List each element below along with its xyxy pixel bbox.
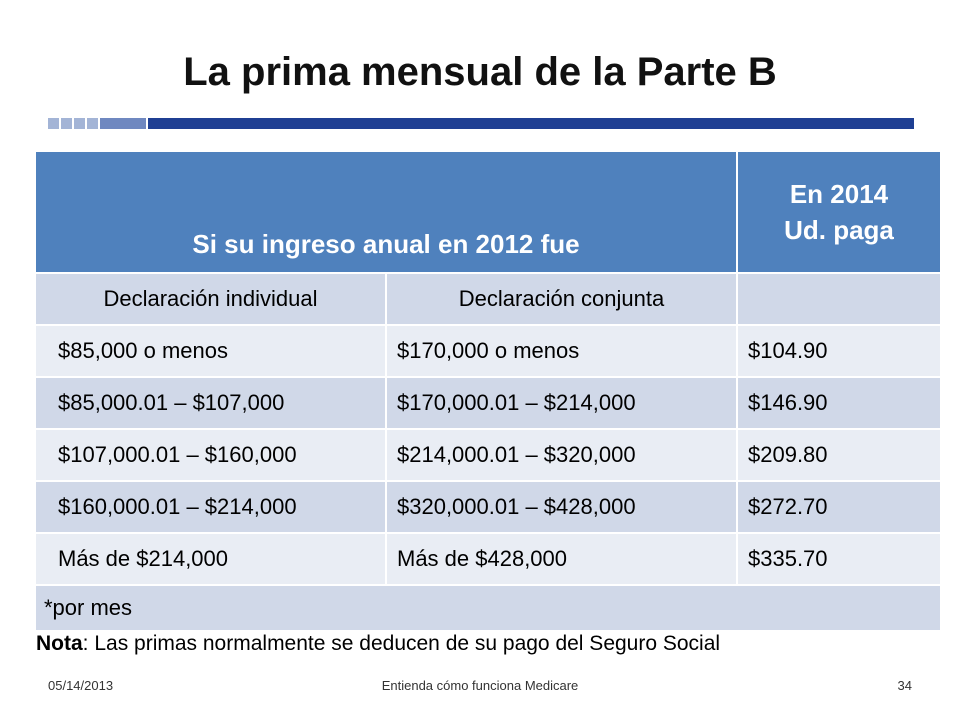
note-label: Nota bbox=[36, 632, 83, 655]
header-pay: En 2014 Ud. paga bbox=[736, 150, 942, 274]
note-body: : Las primas normalmente se deducen de s… bbox=[82, 632, 721, 655]
cell-individual: $160,000.01 – $214,000 bbox=[34, 480, 387, 534]
cell-pay: $335.70 bbox=[736, 532, 942, 586]
cell-joint: $320,000.01 – $428,000 bbox=[385, 480, 738, 534]
bar-square bbox=[87, 118, 98, 129]
slide-title: La prima mensual de la Parte B bbox=[183, 50, 777, 94]
footer-page-number: 34 bbox=[897, 678, 912, 693]
footer-date: 05/14/2013 bbox=[48, 678, 114, 693]
cell-individual: $85,000.01 – $107,000 bbox=[34, 376, 387, 430]
header-pay-line2: Ud. paga bbox=[784, 215, 894, 245]
table-row: $107,000.01 – $160,000 $214,000.01 – $32… bbox=[34, 428, 942, 482]
subheader-individual: Declaración individual bbox=[34, 272, 387, 326]
subheader-joint: Declaración conjunta bbox=[385, 272, 738, 326]
cell-individual: $85,000 o menos bbox=[34, 324, 387, 378]
cell-pay: $272.70 bbox=[736, 480, 942, 534]
header-income: Si su ingreso anual en 2012 fue bbox=[34, 150, 738, 274]
table-row: $160,000.01 – $214,000 $320,000.01 – $42… bbox=[34, 480, 942, 534]
cell-joint: $170,000.01 – $214,000 bbox=[385, 376, 738, 430]
table-row: $85,000 o menos $170,000 o menos $104.90 bbox=[34, 324, 942, 378]
cell-joint: $170,000 o menos bbox=[385, 324, 738, 378]
bar-square bbox=[48, 118, 59, 129]
bar-line bbox=[148, 118, 914, 129]
table-row: Más de $214,000 Más de $428,000 $335.70 bbox=[34, 532, 942, 586]
bar-square bbox=[100, 118, 146, 129]
cell-joint: Más de $428,000 bbox=[385, 532, 738, 586]
table-row: $85,000.01 – $107,000 $170,000.01 – $214… bbox=[34, 376, 942, 430]
cell-pay: $209.80 bbox=[736, 428, 942, 482]
bar-square bbox=[61, 118, 72, 129]
footnote: *por mes bbox=[34, 584, 942, 632]
cell-individual: $107,000.01 – $160,000 bbox=[34, 428, 387, 482]
table-footnote-row: *por mes bbox=[34, 584, 942, 632]
cell-joint: $214,000.01 – $320,000 bbox=[385, 428, 738, 482]
table-subheader-row: Declaración individual Declaración conju… bbox=[34, 272, 942, 326]
subheader-empty bbox=[736, 272, 942, 326]
table-header-row: Si su ingreso anual en 2012 fue En 2014 … bbox=[34, 150, 942, 274]
premium-table: Si su ingreso anual en 2012 fue En 2014 … bbox=[34, 150, 942, 632]
title-underline-bar bbox=[48, 118, 914, 129]
footer-center: Entienda cómo funciona Medicare bbox=[381, 678, 579, 693]
note-text: Nota: Las primas normalmente se deducen … bbox=[36, 632, 720, 656]
bar-square bbox=[74, 118, 85, 129]
cell-pay: $146.90 bbox=[736, 376, 942, 430]
cell-individual: Más de $214,000 bbox=[34, 532, 387, 586]
header-pay-line1: En 2014 bbox=[789, 179, 889, 209]
cell-pay: $104.90 bbox=[736, 324, 942, 378]
